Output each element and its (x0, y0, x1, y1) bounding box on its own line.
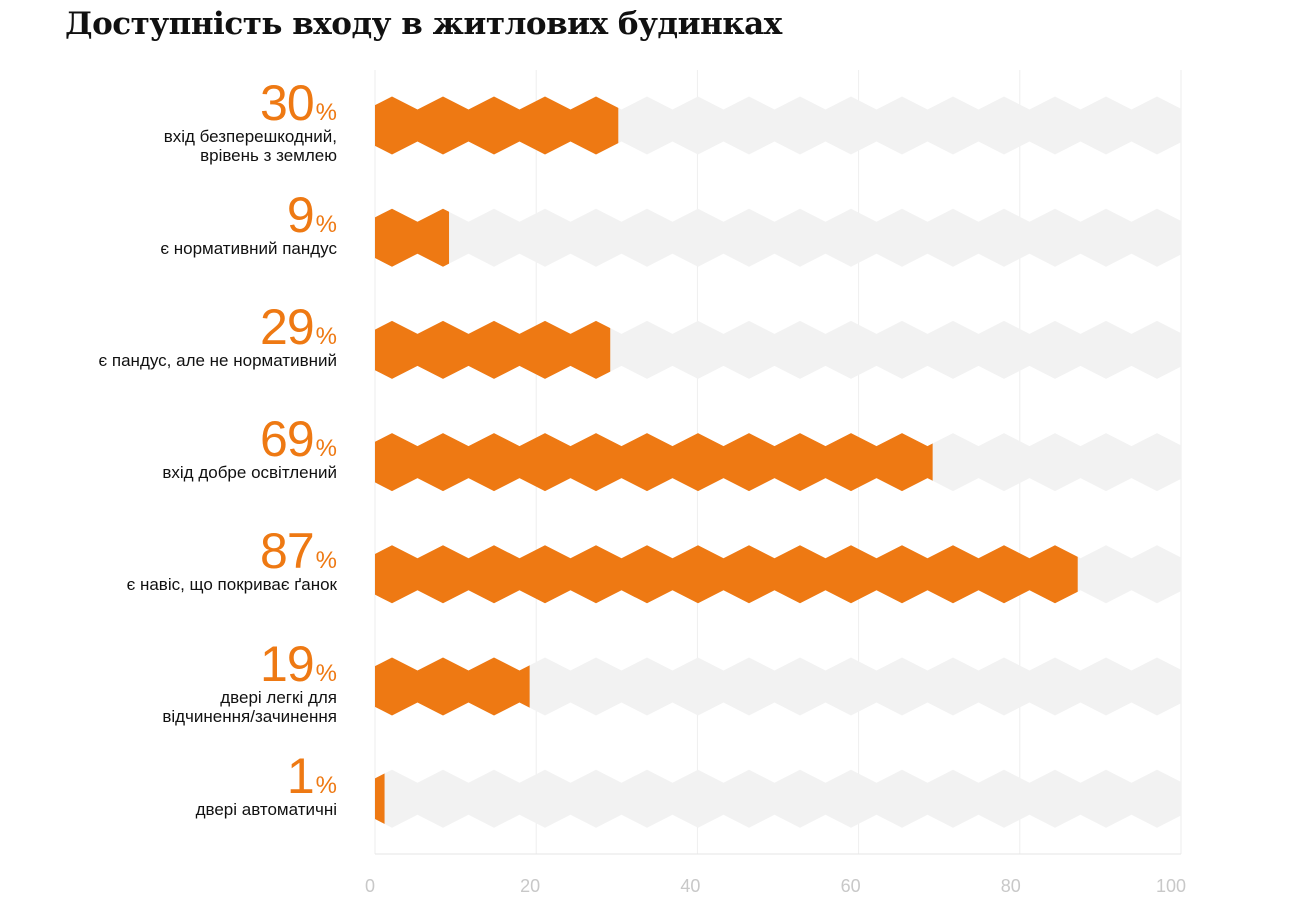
bar-fill (375, 545, 1078, 604)
bar-track (375, 208, 1181, 267)
bar-track (375, 657, 1181, 716)
x-tick-label: 100 (1155, 876, 1187, 896)
category-label: двері легкі для (220, 687, 337, 707)
value-label: 69 (260, 411, 315, 468)
bar-track (375, 769, 1181, 828)
chart-title: Доступність входу в житлових будинках (65, 6, 782, 42)
percent-sign: % (315, 322, 337, 350)
category-label: відчинення/зачинення (162, 706, 337, 726)
percent-sign: % (315, 210, 337, 238)
x-tick-label: 40 (680, 876, 701, 896)
category-label: врівень з землею (200, 145, 337, 165)
row-label: 30% вхід безперешкодний, врівень з землею (17, 78, 337, 165)
row-label: 87% є навіс, що покриває ґанок (17, 526, 337, 595)
bar-fill (375, 657, 530, 716)
value-label: 30 (260, 74, 315, 131)
category-label: є пандус, але не нормативний (98, 350, 338, 370)
x-tick-label: 20 (520, 876, 541, 896)
category-label: є нормативний пандус (160, 238, 337, 258)
percent-sign: % (315, 547, 337, 575)
value-label: 9 (286, 186, 315, 243)
row-label: 9% є нормативний пандус (17, 190, 337, 258)
value-label: 19 (260, 635, 315, 692)
bar-fill (375, 433, 933, 492)
percent-sign: % (315, 659, 337, 687)
row-label: 29% є пандус, але не нормативний (17, 302, 338, 370)
x-tick-label: 0 (364, 876, 376, 896)
category-label: вхід добре освітлений (162, 463, 337, 483)
percent-sign: % (315, 771, 337, 799)
percent-sign: % (315, 98, 337, 126)
bar-fill (375, 320, 611, 379)
row-label: 69% вхід добре освітлений (17, 414, 337, 483)
percent-sign: % (315, 435, 337, 463)
category-label: вхід безперешкодний, (163, 126, 337, 146)
category-label: двері автоматичні (195, 799, 337, 819)
value-label: 29 (260, 298, 315, 355)
bar-fill (375, 96, 619, 155)
bar-fill (375, 773, 385, 824)
x-tick-label: 80 (1000, 876, 1021, 896)
value-label: 1 (286, 747, 315, 804)
category-label: є навіс, що покриває ґанок (126, 575, 337, 595)
row-label: 1% двері автоматичні (17, 751, 337, 819)
value-label: 87 (260, 523, 315, 580)
x-tick-label: 60 (840, 876, 861, 896)
bar-fill (375, 208, 450, 267)
row-label: 19% двері легкі для відчинення/зачинення (17, 639, 337, 726)
